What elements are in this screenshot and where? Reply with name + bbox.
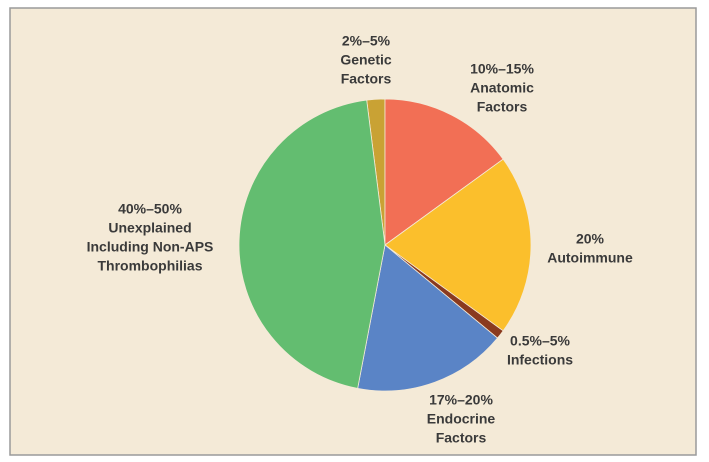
category-label: Factors — [436, 430, 487, 446]
value-label: 2%–5% — [342, 33, 391, 49]
pie-slice — [238, 99, 386, 389]
pie-slice — [357, 244, 499, 392]
pie — [238, 98, 532, 392]
value-label: 20% — [576, 231, 605, 247]
value-label: 40%–50% — [118, 201, 182, 217]
category-label: Factors — [341, 71, 392, 87]
pie-slice — [384, 158, 532, 332]
category-label: Factors — [477, 99, 528, 115]
category-label: Infections — [507, 352, 573, 368]
category-label: Genetic — [340, 52, 392, 68]
value-label: 17%–20% — [429, 392, 493, 408]
pie-slice — [384, 98, 504, 246]
category-label: Unexplained — [108, 220, 191, 236]
value-label: 10%–15% — [470, 61, 534, 77]
value-label: 0.5%–5% — [510, 333, 570, 349]
category-label: Autoimmune — [547, 250, 633, 266]
category-label: Including Non-APS — [87, 239, 214, 255]
category-label: Thrombophilias — [98, 258, 203, 274]
category-label: Endocrine — [427, 411, 496, 427]
labels: 2%–5% Genetic Factors 10%–15% Anatomic Factor… — [87, 33, 633, 446]
category-label: Anatomic — [470, 80, 534, 96]
